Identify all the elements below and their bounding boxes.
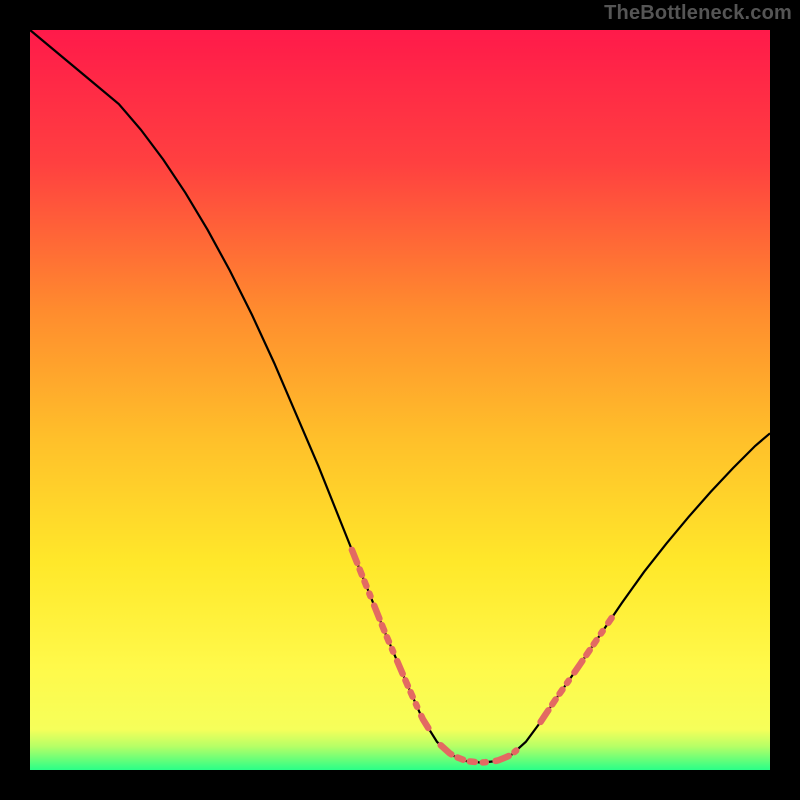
chart-background bbox=[30, 30, 770, 770]
watermark-text: TheBottleneck.com bbox=[604, 2, 792, 25]
chart-svg bbox=[0, 0, 800, 800]
chart-frame: TheBottleneck.com bbox=[0, 0, 800, 800]
